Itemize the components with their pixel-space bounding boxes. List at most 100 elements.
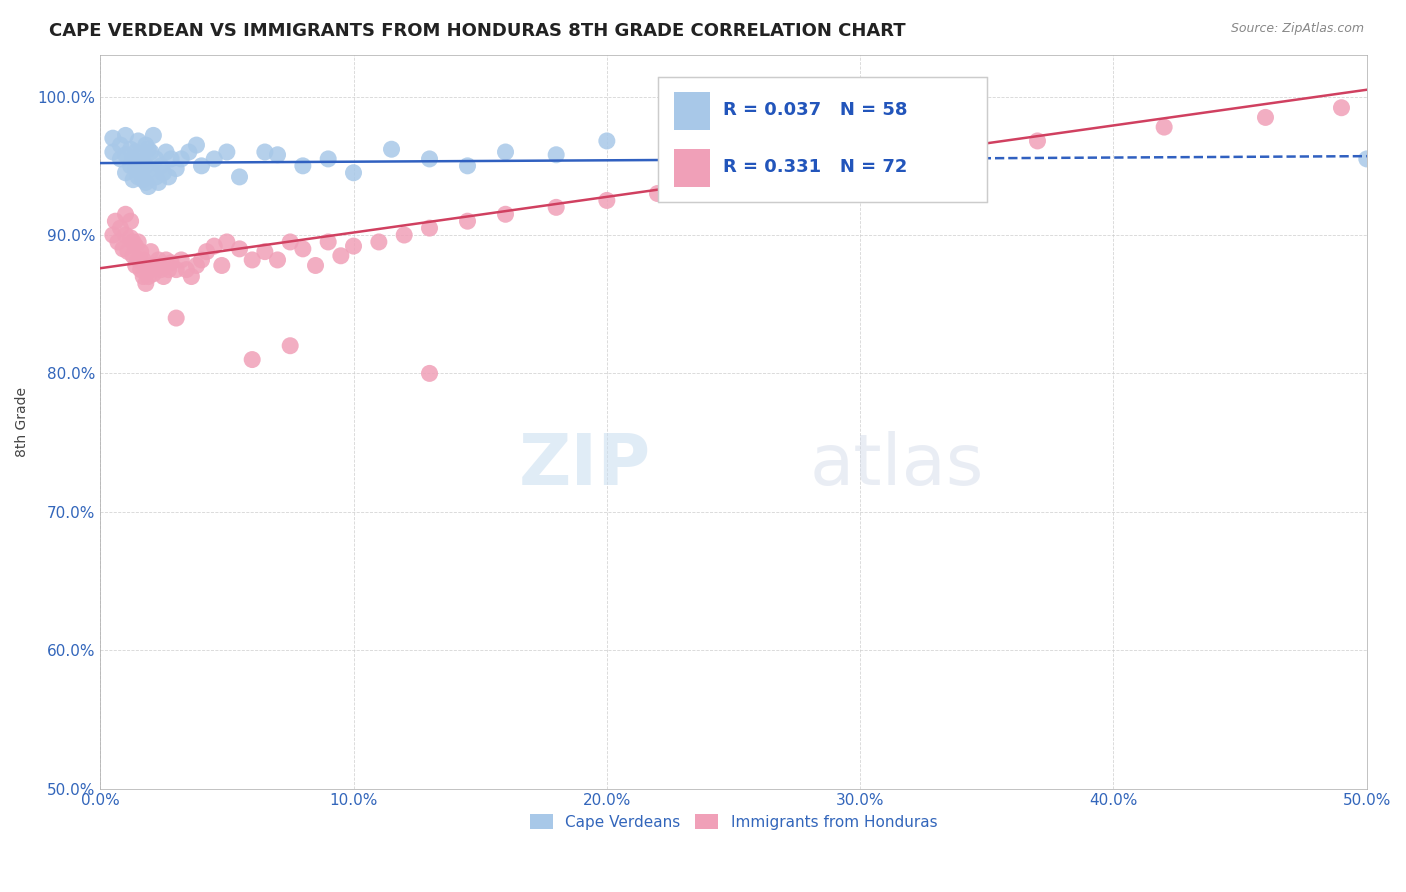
Point — [457, 214, 479, 228]
Point — [142, 128, 165, 143]
Point — [418, 152, 440, 166]
Point — [170, 152, 193, 166]
Point — [136, 179, 159, 194]
Point — [111, 242, 134, 256]
Text: ZIP: ZIP — [519, 432, 651, 500]
Point — [135, 176, 157, 190]
Point — [139, 161, 162, 176]
Point — [291, 242, 314, 256]
Point — [114, 227, 136, 242]
Point — [392, 227, 415, 242]
Point — [110, 152, 132, 166]
Point — [1153, 120, 1175, 134]
Point — [150, 159, 173, 173]
Point — [117, 244, 139, 259]
Point — [202, 152, 225, 166]
Point — [190, 252, 212, 267]
Point — [495, 145, 517, 159]
Point — [122, 249, 145, 263]
Point — [495, 207, 517, 221]
Point — [124, 145, 146, 159]
Point — [240, 252, 263, 267]
Point — [1026, 134, 1049, 148]
Point — [723, 172, 745, 186]
Point — [101, 145, 124, 159]
Point — [139, 244, 162, 259]
Point — [101, 131, 124, 145]
Point — [132, 172, 155, 186]
Point — [316, 152, 339, 166]
Point — [160, 256, 183, 270]
Text: Source: ZipAtlas.com: Source: ZipAtlas.com — [1230, 22, 1364, 36]
Point — [120, 231, 142, 245]
Point — [124, 259, 146, 273]
Point — [546, 200, 568, 214]
Point — [215, 235, 238, 249]
Point — [228, 169, 250, 184]
Point — [129, 148, 152, 162]
Point — [165, 311, 187, 326]
Point — [1254, 111, 1277, 125]
Point — [114, 166, 136, 180]
Point — [114, 207, 136, 221]
Point — [129, 262, 152, 277]
Point — [202, 239, 225, 253]
Point — [697, 148, 720, 162]
Point — [316, 235, 339, 249]
Point — [176, 262, 198, 277]
Text: atlas: atlas — [810, 432, 984, 500]
Point — [101, 227, 124, 242]
Point — [647, 186, 669, 201]
Point — [127, 134, 149, 148]
Point — [135, 259, 157, 273]
Point — [253, 244, 276, 259]
Point — [457, 159, 479, 173]
Point — [132, 252, 155, 267]
Point — [132, 156, 155, 170]
Point — [145, 169, 167, 184]
Point — [329, 249, 352, 263]
Point — [152, 269, 174, 284]
Point — [124, 239, 146, 253]
Point — [799, 159, 821, 173]
Point — [122, 235, 145, 249]
Point — [165, 262, 187, 277]
Point — [114, 148, 136, 162]
Point — [380, 142, 402, 156]
Point — [278, 339, 301, 353]
Point — [165, 161, 187, 176]
Point — [240, 352, 263, 367]
Y-axis label: 8th Grade: 8th Grade — [15, 387, 30, 457]
Point — [145, 152, 167, 166]
Point — [110, 138, 132, 153]
Point — [122, 152, 145, 166]
Point — [148, 176, 170, 190]
Point — [122, 172, 145, 186]
Point — [190, 159, 212, 173]
Point — [342, 166, 364, 180]
Point — [127, 154, 149, 169]
Legend: Cape Verdeans, Immigrants from Honduras: Cape Verdeans, Immigrants from Honduras — [523, 807, 943, 836]
Point — [342, 239, 364, 253]
Point — [148, 252, 170, 267]
Point — [304, 259, 326, 273]
Point — [135, 138, 157, 153]
Point — [155, 252, 177, 267]
Point — [195, 244, 218, 259]
Point — [150, 262, 173, 277]
Point — [418, 367, 440, 381]
Point — [291, 159, 314, 173]
Point — [107, 235, 129, 249]
Point — [157, 169, 180, 184]
Point — [136, 142, 159, 156]
Point — [170, 252, 193, 267]
Point — [145, 259, 167, 273]
Point — [596, 134, 619, 148]
Point — [266, 148, 288, 162]
Point — [253, 145, 276, 159]
Point — [228, 242, 250, 256]
Point — [367, 235, 389, 249]
Point — [1330, 101, 1353, 115]
Point — [127, 169, 149, 184]
Point — [177, 145, 200, 159]
